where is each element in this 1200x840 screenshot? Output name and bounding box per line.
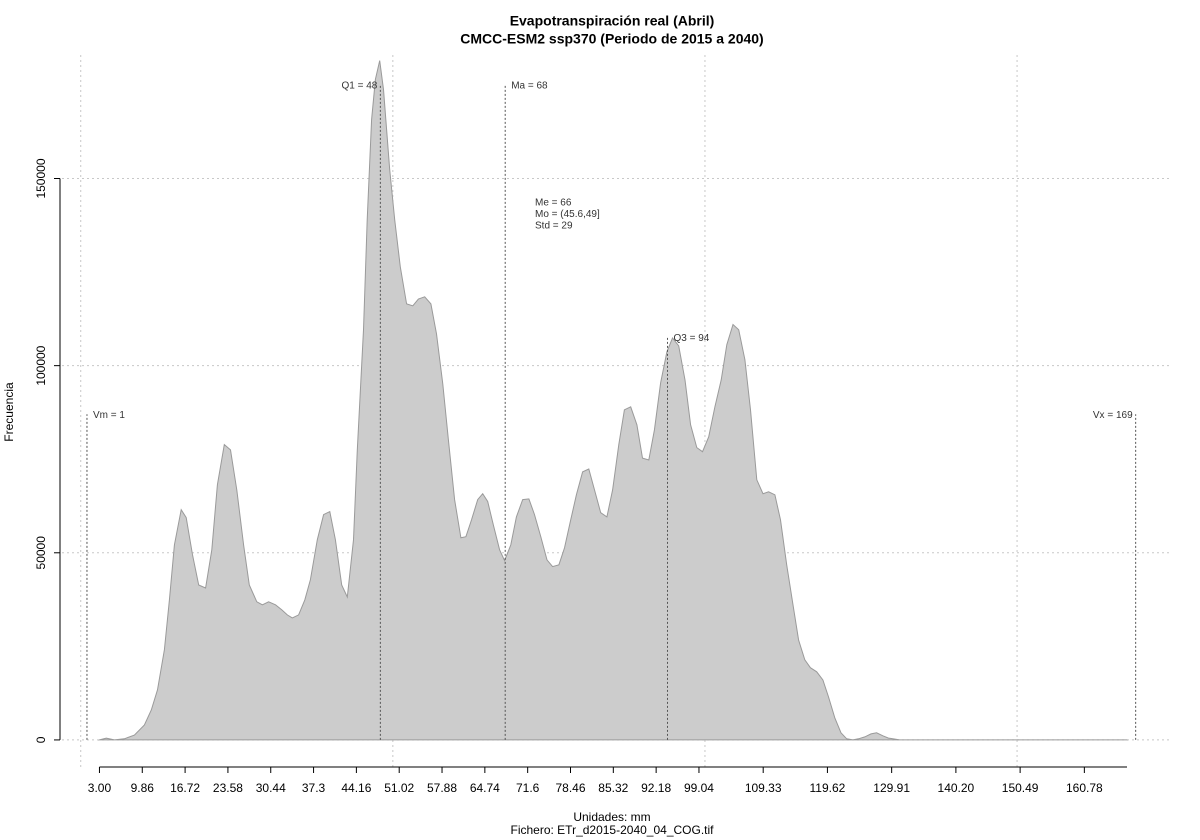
x-tick-label: 23.58	[213, 781, 243, 795]
x-tick-label: 71.6	[516, 781, 540, 795]
x-tick-label: 64.74	[470, 781, 500, 795]
stat-label: Me = 66	[535, 198, 572, 209]
x-tick-label: 78.46	[555, 781, 585, 795]
stat-label: Mo = (45.6,49]	[535, 209, 600, 220]
marker-label: Vx = 169	[1093, 410, 1133, 421]
x-tick-label: 109.33	[745, 781, 782, 795]
x-tick-label: 140.20	[938, 781, 975, 795]
x-tick-label: 16.72	[170, 781, 200, 795]
y-tick-label: 100000	[34, 345, 48, 385]
x-tick-label: 129.91	[873, 781, 910, 795]
x-tick-label: 37.3	[302, 781, 326, 795]
x-tick-label: 3.00	[88, 781, 112, 795]
marker-label: Q1 = 48	[341, 81, 377, 92]
y-tick-label: 0	[34, 736, 48, 743]
y-tick-label: 150000	[34, 158, 48, 198]
x-axis-label: Unidades: mm	[573, 810, 650, 824]
x-tick-label: 9.86	[131, 781, 155, 795]
marker-label: Q3 = 94	[673, 333, 709, 344]
y-axis-label: Frecuencia	[2, 382, 16, 442]
x-tick-label: 85.32	[598, 781, 628, 795]
x-tick-label: 57.88	[427, 781, 457, 795]
x-tick-label: 119.62	[810, 781, 846, 795]
area	[97, 60, 1129, 741]
x-tick-label: 92.18	[641, 781, 671, 795]
y-tick-label: 50000	[34, 536, 48, 570]
x-tick-label: 51.02	[384, 781, 414, 795]
x-tick-label: 160.78	[1066, 781, 1103, 795]
caption: Fichero: ETr_d2015-2040_04_COG.tif	[511, 823, 715, 837]
stat-label: Std = 29	[535, 221, 573, 232]
chart-title: Evapotranspiración real (Abril)	[510, 13, 715, 29]
x-tick-label: 150.49	[1002, 781, 1039, 795]
x-tick-label: 30.44	[256, 781, 286, 795]
x-tick-label: 44.16	[341, 781, 371, 795]
marker-label: Ma = 68	[511, 81, 548, 92]
x-tick-label: 99.04	[684, 781, 714, 795]
marker-label: Vm = 1	[93, 410, 125, 421]
chart-subtitle: CMCC-ESM2 ssp370 (Periodo de 2015 a 2040…	[460, 31, 763, 47]
